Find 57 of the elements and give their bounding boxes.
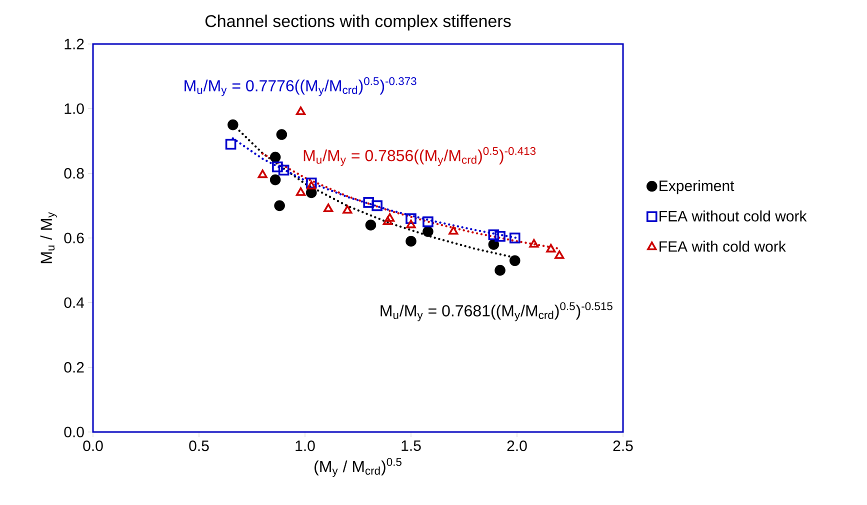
y-tick-label: 1.2 <box>64 38 84 50</box>
point <box>494 264 506 276</box>
point <box>509 232 520 244</box>
x-tick-label: 1.5 <box>402 440 421 451</box>
point <box>509 255 520 266</box>
point <box>488 239 500 250</box>
point <box>228 119 238 130</box>
point <box>406 236 416 247</box>
y-tick-label: 1.0 <box>64 103 84 114</box>
point <box>278 164 290 176</box>
point <box>365 220 376 230</box>
x-axis-title: (M$_{y}$ / M$_{crd}$)$^{0.5}$ <box>314 458 402 477</box>
point <box>225 138 236 150</box>
x-tick-label: 1.0 <box>296 440 315 452</box>
point <box>272 161 283 172</box>
x-tick-label: 2.0 <box>507 440 527 452</box>
point <box>406 220 416 228</box>
chart-title: Channel sections with complex stiffeners <box>205 14 511 30</box>
point <box>258 170 268 178</box>
point <box>385 213 395 222</box>
point <box>306 178 317 188</box>
point <box>306 180 316 190</box>
point <box>342 205 352 214</box>
y-tick-label: 0.8 <box>64 168 84 179</box>
y-tick-label: 0.2 <box>64 362 84 373</box>
point <box>274 200 285 212</box>
point <box>372 200 382 212</box>
point <box>448 226 458 235</box>
text: M$_{u}$/M$_{y}$ = 0.7856((M$_{y}$/M$_{crd}$)$^{0.5}$)$^{-0.413}$ <box>304 147 536 166</box>
point <box>546 244 556 252</box>
point <box>270 152 281 163</box>
point <box>488 229 500 240</box>
point <box>554 250 564 259</box>
point <box>422 216 434 228</box>
point <box>324 203 334 212</box>
point <box>494 230 506 242</box>
point <box>276 129 288 140</box>
y-tick-label: 0.0 <box>64 426 84 438</box>
x-tick-label: 0.5 <box>189 440 209 452</box>
point <box>529 239 539 248</box>
text: M$_{u}$/M$_{y}$ = 0.7776((M$_{y}$/M$_{crd}$)$^{0.5}$)$^{-0.373}$ <box>184 77 416 96</box>
x-tick-label: 2.5 <box>613 440 633 452</box>
legend-label: FEA with cold work <box>660 240 786 252</box>
point <box>296 106 306 116</box>
text: M$_{u}$/M$_{y}$ = 0.7681((M$_{y}$/M$_{crd}$)$^{0.5}$)$^{-0.515}$ <box>380 302 612 322</box>
point <box>270 174 281 186</box>
point <box>422 226 434 237</box>
point <box>406 213 416 224</box>
legend-label: FEA without cold work <box>660 210 807 222</box>
y-axis-title: M$_{u}$ / M$_{y}$ <box>40 212 57 264</box>
y-tick-label: 0.4 <box>64 297 84 308</box>
y-tick-label: 0.6 <box>64 232 84 244</box>
x-tick-label: 0.0 <box>83 440 103 452</box>
point <box>296 187 306 196</box>
legend-label: Experiment <box>660 180 734 194</box>
point <box>382 216 392 225</box>
point <box>363 197 374 208</box>
